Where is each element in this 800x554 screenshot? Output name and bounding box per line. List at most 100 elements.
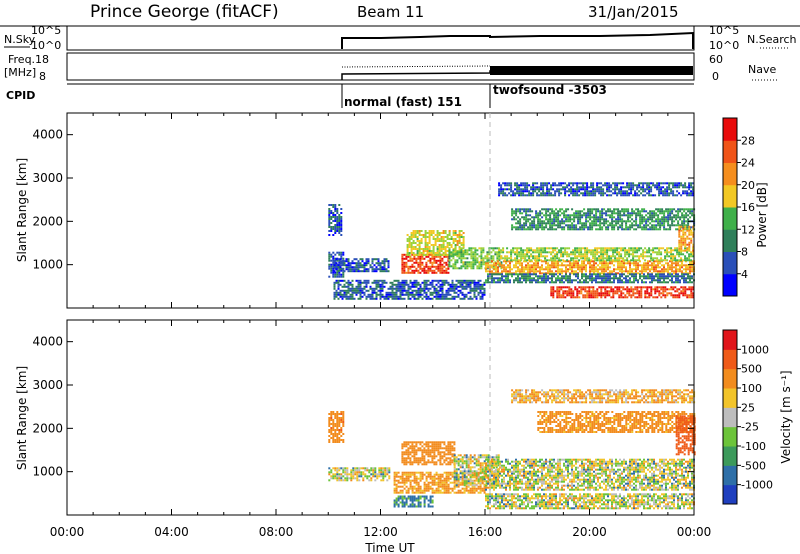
power-region [498, 182, 695, 197]
freq-axis-label-2: [MHz] [4, 66, 36, 79]
nave-axis-label: Nave [748, 63, 776, 76]
colorbar-tick-label: 20 [741, 179, 755, 192]
power-region [485, 273, 695, 284]
cpid-mode-2: twofsound -3503 [493, 83, 607, 97]
nsearch-axis-label: N.Search [747, 33, 797, 46]
power-data-layer [328, 182, 696, 300]
velocity-region [328, 467, 391, 482]
nsky-tick-top: 10^5 [31, 24, 61, 37]
power-region [511, 208, 696, 231]
colorbar-tick-label: 24 [741, 157, 755, 170]
power-region [333, 279, 486, 300]
time-tick-label: 08:00 [259, 525, 294, 539]
nsky-strip: N.Sky 10^5 10^0 10^5 10^0 N.Search [0, 24, 800, 52]
velocity-region [485, 493, 695, 510]
y-tick-label: 3000 [32, 378, 63, 392]
velocity-region [393, 495, 434, 508]
nave-trace [341, 65, 491, 68]
nsearch-tick-bottom: 10^0 [709, 39, 739, 52]
colorbar-segment [723, 118, 737, 141]
colorbar-segment [723, 330, 737, 350]
colorbar-tick-label: 16 [741, 201, 755, 214]
station-title: Prince George (fitACF) [90, 2, 279, 22]
y-tick-label: 2000 [32, 421, 63, 435]
colorbar-segment [723, 446, 737, 466]
nave-tick-bottom: 0 [712, 70, 719, 83]
colorbar-segment [723, 140, 737, 163]
power-colorbar: 28 24 20 16 12 8 4 [722, 117, 755, 297]
power-x-ticks [66, 113, 695, 308]
colorbar-segment [723, 251, 737, 275]
freq-tick-top: 18 [35, 53, 49, 66]
velocity-region [675, 415, 696, 456]
velocity-panel: 4000 3000 2000 1000 Slant Range [km] [15, 319, 696, 516]
velocity-y-label: Slant Range [km] [15, 366, 29, 470]
power-y-label: Slant Range [km] [15, 158, 29, 262]
colorbar-segment [723, 273, 737, 297]
y-tick-label: 1000 [32, 258, 63, 272]
velocity-region [511, 389, 696, 404]
nave-dense-band [490, 66, 693, 75]
velocity-x-ticks [66, 320, 695, 515]
cpid-mode-1: normal (fast) 151 [344, 95, 462, 109]
y-tick-label: 1000 [32, 465, 63, 479]
time-tick-label: 16:00 [468, 525, 503, 539]
colorbar-segment [723, 388, 737, 408]
power-region [333, 258, 390, 273]
time-tick-label: 04:00 [154, 525, 189, 539]
nsearch-tick-top: 10^5 [709, 24, 739, 37]
power-region [401, 253, 450, 274]
colorbar-tick-label: -100 [741, 440, 766, 453]
colorbar-tick-label: -500 [741, 459, 766, 472]
power-panel: 4000 3000 2000 1000 Slant Range [km] [15, 112, 696, 309]
velocity-data-layer [328, 389, 696, 510]
colorbar-segment [723, 207, 737, 230]
nsky-tick-bottom: 10^0 [31, 39, 61, 52]
velocity-colorbar: 1000 500 100 25 -25 -100 -500 -1000 [722, 329, 773, 505]
colorbar-segment [723, 484, 737, 505]
freq-axis-label-1: Freq. [8, 53, 35, 66]
colorbar-segment [723, 184, 737, 208]
y-tick-label: 4000 [32, 128, 63, 142]
colorbar-segment [723, 349, 737, 370]
nave-tick-top: 60 [709, 53, 723, 66]
time-axis-labels: 00:00 04:00 08:00 12:00 16:00 20:00 00:00 [50, 525, 712, 539]
velocity-colorbar-label: Velocity [m s⁻¹] [779, 370, 793, 463]
colorbar-segment [723, 162, 737, 186]
date-label: 31/Jan/2015 [588, 3, 679, 21]
colorbar-tick-label: 4 [741, 268, 748, 281]
colorbar-tick-label: -25 [741, 421, 759, 434]
y-tick-label: 4000 [32, 335, 63, 349]
beam-label: Beam 11 [357, 3, 424, 21]
power-region [406, 230, 465, 256]
freq-tick-bottom: 8 [39, 70, 46, 83]
power-region [550, 286, 695, 299]
colorbar-tick-label: 100 [741, 382, 762, 395]
colorbar-tick-label: 1000 [741, 343, 769, 356]
time-tick-label: 20:00 [572, 525, 607, 539]
y-tick-label: 3000 [32, 171, 63, 185]
colorbar-segment [723, 465, 737, 486]
nsky-axis-label: N.Sky [4, 33, 36, 46]
colorbar-tick-label: 8 [741, 246, 748, 259]
colorbar-tick-label: 12 [741, 223, 755, 236]
colorbar-segment [723, 426, 737, 447]
power-y-ticks: 4000 3000 2000 1000 [32, 128, 694, 272]
time-tick-label: 00:00 [677, 525, 712, 539]
colorbar-tick-label: 25 [741, 401, 755, 414]
time-tick-label: 12:00 [363, 525, 398, 539]
time-axis-title: Time UT [364, 541, 415, 554]
velocity-y-ticks: 4000 3000 2000 1000 [32, 335, 694, 479]
velocity-region [537, 411, 696, 433]
power-region [485, 260, 695, 275]
power-region [498, 247, 695, 262]
cpid-strip: CPID normal (fast) 151 twofsound -3503 [6, 83, 694, 109]
y-tick-label: 2000 [32, 214, 63, 228]
power-colorbar-label: Power [dB] [755, 182, 769, 247]
freq-strip: Freq. [MHz] 18 8 60 0 Nave [4, 52, 778, 83]
cpid-label: CPID [6, 89, 35, 102]
colorbar-segment [723, 368, 737, 389]
time-tick-label: 00:00 [50, 525, 85, 539]
velocity-region [328, 411, 345, 443]
colorbar-tick-label: 500 [741, 363, 762, 376]
